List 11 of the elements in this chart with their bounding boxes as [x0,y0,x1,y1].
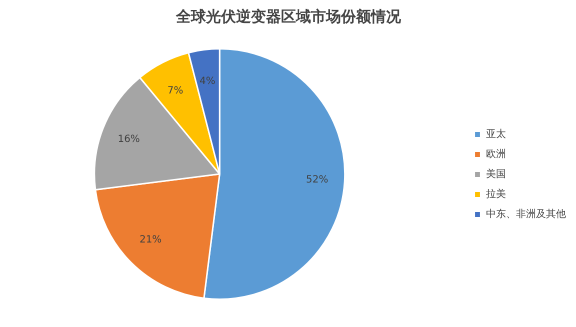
legend-label: 欧洲 [486,148,506,160]
data-label: 16% [118,134,140,146]
chart-title: 全球光伏逆变器区域市场份额情况 [175,8,402,26]
data-label: 52% [306,174,328,186]
data-label: 4% [199,76,216,87]
legend-label: 拉美 [486,188,506,200]
legend-label: 中东、非洲及其他 [486,208,566,220]
data-label: 7% [167,85,184,96]
data-label: 21% [139,234,162,246]
legend-label: 亚太 [486,128,506,140]
legend-label: 美国 [486,168,506,180]
